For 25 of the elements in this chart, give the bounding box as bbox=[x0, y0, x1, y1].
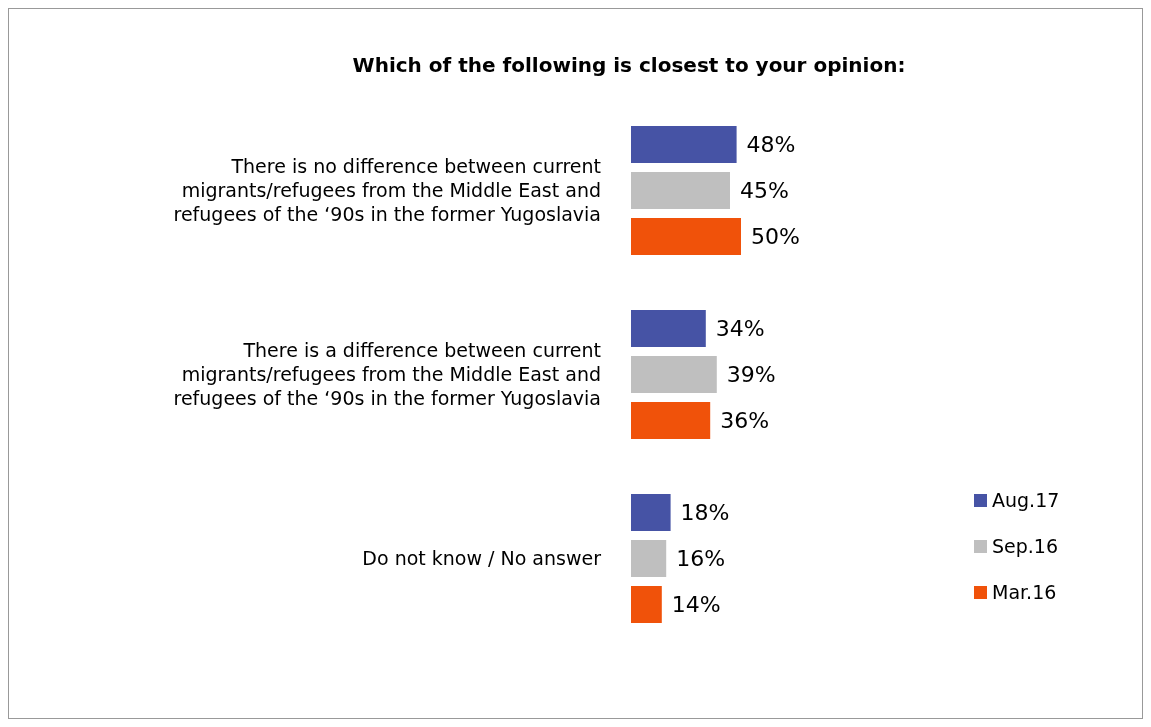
bar bbox=[631, 540, 667, 577]
y-tick-label: There is a difference between current migrants/refugees from the Middle East and refugees of the ‘90s in the former Yugoslavia bbox=[173, 339, 601, 409]
data-label: 50% bbox=[751, 224, 800, 249]
data-label: 18% bbox=[680, 500, 730, 525]
data-label: 16% bbox=[676, 546, 726, 571]
data-label: 48% bbox=[746, 132, 796, 157]
bar bbox=[631, 356, 717, 393]
bar bbox=[631, 218, 741, 255]
data-label: 39% bbox=[726, 362, 776, 387]
bar bbox=[631, 494, 671, 531]
bar bbox=[631, 126, 737, 163]
chart-title: Which of the following is closest to your opinion: bbox=[351, 53, 907, 77]
bar bbox=[631, 172, 730, 209]
y-tick-label: There is no difference between current migrants/refugees from the Middle East and refugees of the ‘90s in the former Yugoslavia bbox=[173, 155, 601, 225]
y-tick-label: Do not know / No answer bbox=[362, 547, 602, 569]
legend-label: Mar.16 bbox=[992, 580, 1057, 605]
legend-label: Aug.17 bbox=[992, 488, 1060, 513]
data-label: 45% bbox=[740, 178, 789, 203]
data-label: 14% bbox=[671, 592, 721, 617]
bar bbox=[631, 310, 706, 347]
data-label: 34% bbox=[715, 316, 765, 341]
bar bbox=[631, 586, 662, 623]
data-label: 36% bbox=[720, 408, 770, 433]
bar bbox=[631, 402, 711, 439]
legend-label: Sep.16 bbox=[992, 534, 1059, 559]
